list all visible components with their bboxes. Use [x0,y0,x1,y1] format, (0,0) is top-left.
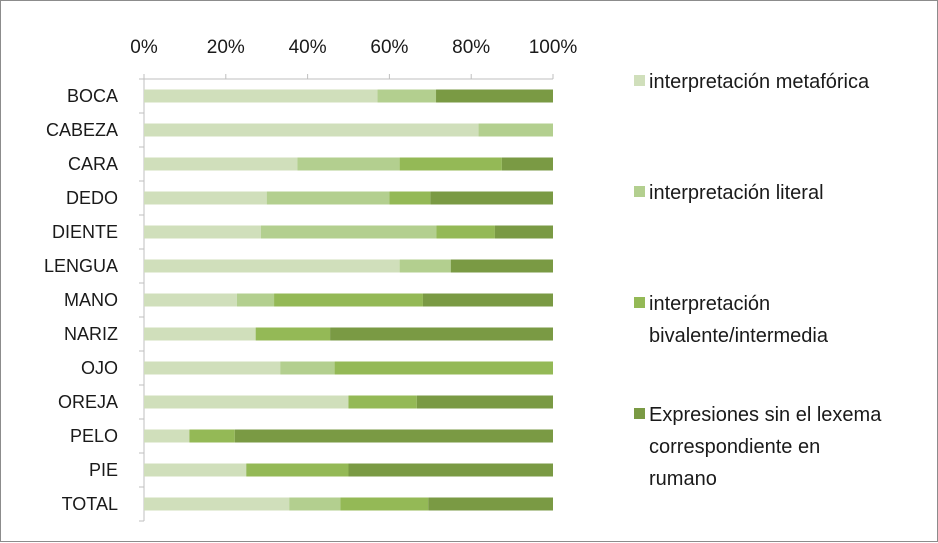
bar-segment [399,157,502,171]
bar-segment [348,463,553,477]
bar-segment [144,259,400,273]
bar-segment [389,191,431,205]
category-label: OREJA [58,392,118,412]
bar-segment [144,497,290,511]
axis-layer: 0% 20% 40% 60% 80% 100% BOCA CABEZA CARA DEDO DIEN… [44,37,578,522]
bar-segment [340,497,429,511]
bar-segment [430,191,553,205]
category-label: MANO [64,290,118,310]
bar-segment [189,429,235,443]
bar-segment [144,225,261,239]
legend: interpretación metafórica interpretación … [634,71,882,490]
legend-label: correspondiente en [649,436,820,458]
legend-swatch [634,75,645,86]
category-label: DEDO [66,188,118,208]
category-label: BOCA [67,86,118,106]
category-label: CARA [68,154,118,174]
bar-segment [144,361,281,375]
bar-segment [260,225,437,239]
x-tick-label: 80% [452,37,490,58]
bar-segment [144,293,237,307]
bar-segment [236,293,275,307]
legend-label: Expresiones sin el lexema [649,404,882,426]
category-label: PELO [70,426,118,446]
bar-segment [399,259,451,273]
bar-segment [330,327,553,341]
legend-label: interpretación literal [649,182,824,204]
bar-segment [494,225,553,239]
x-tick-label: 0% [130,37,158,58]
bar-segment [144,157,298,171]
bar-segment [144,191,267,205]
bar-segment [144,123,479,137]
bar-segment [246,463,349,477]
bar-segment [334,361,553,375]
legend-label: bivalente/intermedia [649,325,829,347]
bar-segment [144,429,190,443]
bar-segment [501,157,553,171]
category-label: PIE [89,460,118,480]
bar-segment [274,293,423,307]
category-label: NARIZ [64,324,118,344]
x-tick-label: 60% [370,37,408,58]
bar-segment [255,327,331,341]
legend-label: interpretación [649,293,770,315]
bar-segment [428,497,553,511]
bar-segment [280,361,335,375]
bar-segment [266,191,390,205]
bar-segment [234,429,553,443]
bar-segment [377,89,437,103]
bar-segment [416,395,553,409]
bar-segment [144,327,256,341]
legend-label: rumano [649,468,717,490]
bars-layer [144,89,553,511]
bar-segment [297,157,400,171]
legend-swatch [634,186,645,197]
bar-segment [436,89,553,103]
category-label: CABEZA [46,120,118,140]
x-tick-label: 20% [207,37,245,58]
legend-swatch [634,297,645,308]
bar-segment [478,123,553,137]
category-label: DIENTE [52,222,118,242]
bar-segment [144,395,349,409]
bar-segment [436,225,495,239]
bar-segment [348,395,417,409]
bar-segment [289,497,341,511]
bar-segment [422,293,553,307]
category-label: LENGUA [44,256,118,276]
bar-segment [450,259,553,273]
bar-segment [144,89,378,103]
category-label: OJO [81,358,118,378]
x-tick-label: 40% [289,37,327,58]
x-tick-label: 100% [529,37,578,58]
category-label: TOTAL [62,494,118,514]
legend-swatch [634,408,645,419]
legend-label: interpretación metafórica [649,71,870,93]
bar-segment [144,463,247,477]
